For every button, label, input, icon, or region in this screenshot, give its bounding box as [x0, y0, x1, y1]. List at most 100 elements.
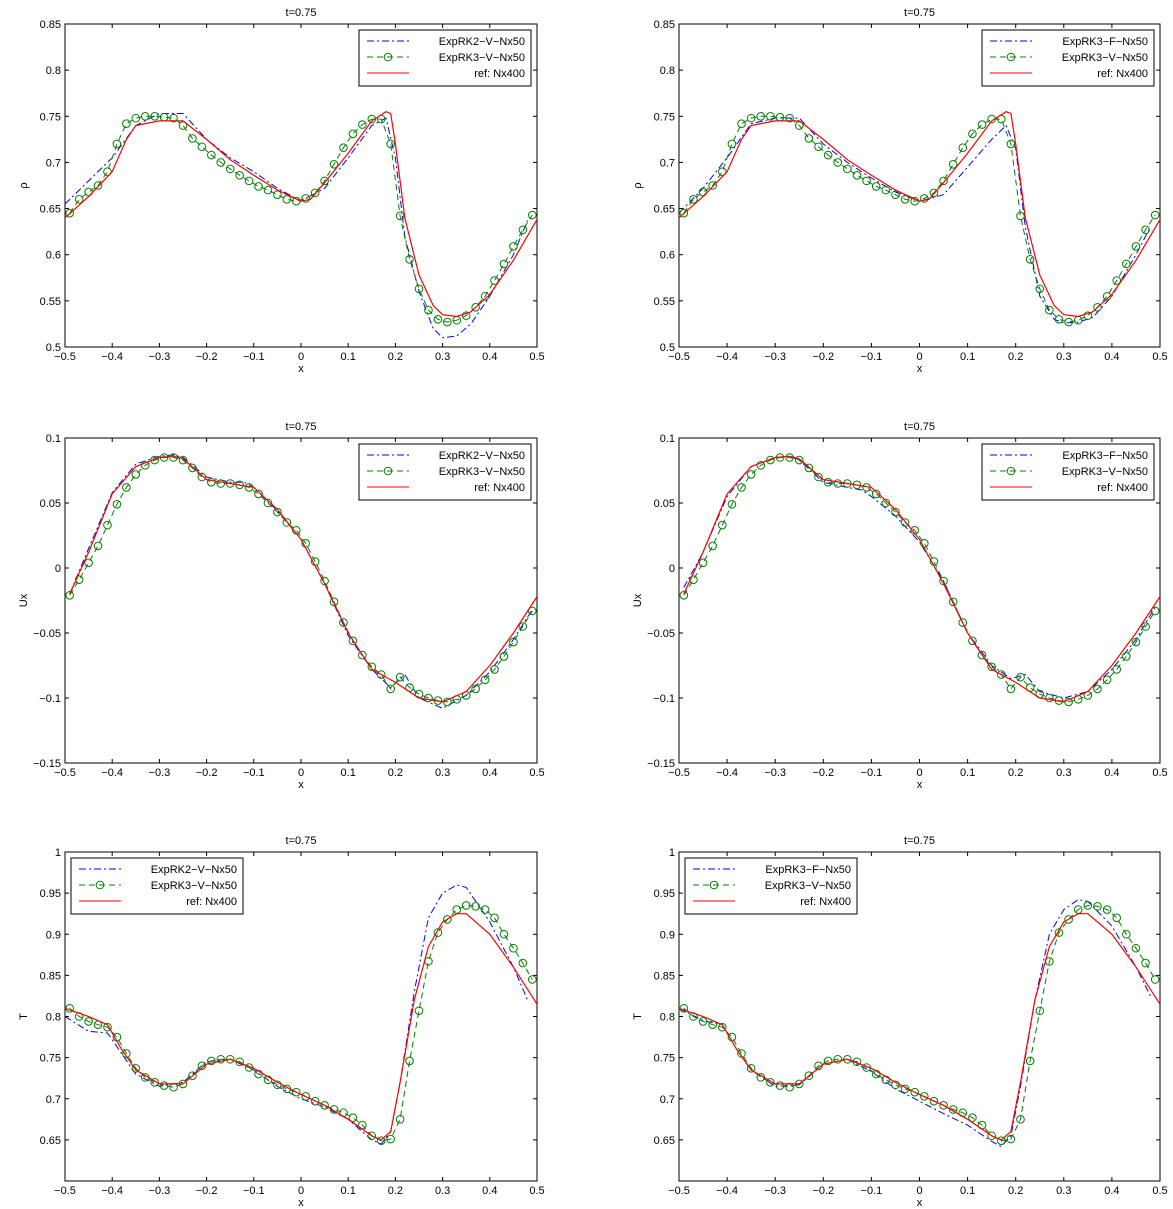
data-point — [348, 129, 358, 139]
data-point — [833, 158, 843, 167]
data-point — [471, 901, 480, 911]
data-point — [843, 164, 852, 174]
series-line — [683, 455, 1160, 703]
data-point — [188, 1071, 197, 1081]
data-point — [131, 1064, 141, 1073]
data-point — [480, 675, 490, 685]
data-point — [301, 1091, 311, 1101]
series-line — [679, 913, 1160, 1141]
data-point — [443, 915, 452, 924]
y-axis-label: Ux — [18, 593, 30, 607]
data-point — [698, 558, 708, 568]
x-tick-label: −0.4 — [101, 767, 123, 779]
data-point — [197, 472, 207, 482]
data-point — [794, 121, 804, 130]
data-point — [310, 1096, 320, 1106]
data-point — [804, 134, 814, 143]
data-point — [178, 121, 188, 130]
x-tick-label: 0.1 — [960, 351, 975, 363]
data-point — [717, 1022, 727, 1032]
data-point — [775, 1081, 785, 1090]
y-axis-label: Ux — [632, 593, 644, 607]
data-point — [987, 1131, 996, 1141]
y-tick-label: 0.7 — [46, 157, 61, 169]
data-point — [93, 181, 103, 190]
legend-marker — [383, 52, 393, 62]
data-point — [804, 463, 814, 473]
data-point — [367, 1131, 377, 1141]
data-point — [843, 479, 852, 488]
data-point — [977, 650, 987, 660]
data-point — [131, 470, 141, 479]
data-point — [1006, 1134, 1016, 1144]
legend-box — [684, 857, 858, 915]
data-point — [273, 507, 282, 517]
x-tick-label: −0.1 — [861, 767, 883, 779]
data-point — [948, 597, 958, 607]
data-point — [1102, 291, 1112, 301]
data-point — [900, 518, 910, 527]
data-point — [122, 483, 131, 492]
data-point — [490, 665, 499, 674]
data-point — [1064, 317, 1073, 327]
data-point — [679, 591, 689, 600]
data-point — [689, 195, 698, 204]
data-point — [766, 455, 775, 465]
x-tick-label: 0.4 — [1104, 1185, 1119, 1197]
data-point — [527, 210, 537, 220]
data-point — [461, 901, 471, 910]
series-line — [679, 111, 1160, 318]
data-point — [746, 1064, 756, 1073]
legend-box — [358, 443, 532, 501]
data-point — [527, 606, 537, 616]
data-point — [871, 489, 881, 499]
data-point — [871, 182, 881, 191]
series — [679, 111, 1160, 327]
y-tick-label: 0.5 — [46, 342, 61, 354]
data-point — [282, 195, 292, 204]
data-point — [207, 477, 216, 487]
legend-label: ExpRK3−V−Nx50 — [439, 52, 525, 64]
data-point — [1112, 665, 1122, 674]
x-tick-label: 0 — [298, 1185, 304, 1197]
data-point — [254, 489, 263, 499]
y-tick-label: 0.55 — [654, 296, 675, 308]
y-tick-label: 0.95 — [654, 888, 675, 900]
legend: ExpRK3−F−Nx50 ExpRK3−V−Nx50 ref: Nx400 — [684, 857, 858, 915]
chart-title: t=0.75 — [904, 835, 935, 847]
data-point — [833, 1054, 843, 1064]
data-point — [433, 928, 443, 937]
data-point — [891, 190, 900, 200]
data-point — [178, 455, 188, 465]
data-point — [150, 111, 159, 121]
series — [65, 111, 537, 327]
y-tick-label: 0.9 — [660, 929, 675, 941]
y-tick-label: 0.85 — [40, 19, 61, 31]
data-point — [65, 208, 75, 218]
series — [679, 117, 1151, 324]
data-point — [968, 129, 977, 139]
series-line — [69, 115, 533, 323]
data-point — [207, 1056, 216, 1066]
data-point — [996, 1136, 1006, 1145]
legend: ExpRK2−V−Nx50 ExpRK3−V−Nx50 ref: Nx400 — [358, 443, 532, 501]
y-tick-label: 1 — [55, 847, 61, 859]
y-tick-label: 0.1 — [660, 433, 675, 445]
data-point — [169, 113, 178, 123]
series-line — [69, 455, 537, 703]
data-point — [814, 1061, 823, 1071]
data-point — [159, 1081, 169, 1090]
y-tick-label: 0.55 — [40, 296, 61, 308]
y-tick-label: 0.5 — [660, 342, 675, 354]
series — [65, 884, 529, 1145]
data-point — [698, 1017, 708, 1026]
data-point — [490, 276, 499, 285]
x-axis-label: x — [298, 363, 304, 375]
series-line — [69, 457, 533, 703]
data-point — [1006, 684, 1016, 694]
data-point — [1054, 928, 1064, 937]
data-point — [756, 111, 766, 121]
x-tick-label: 0.2 — [388, 351, 403, 363]
y-tick-label: 0.8 — [46, 65, 61, 77]
data-point — [1016, 672, 1025, 682]
